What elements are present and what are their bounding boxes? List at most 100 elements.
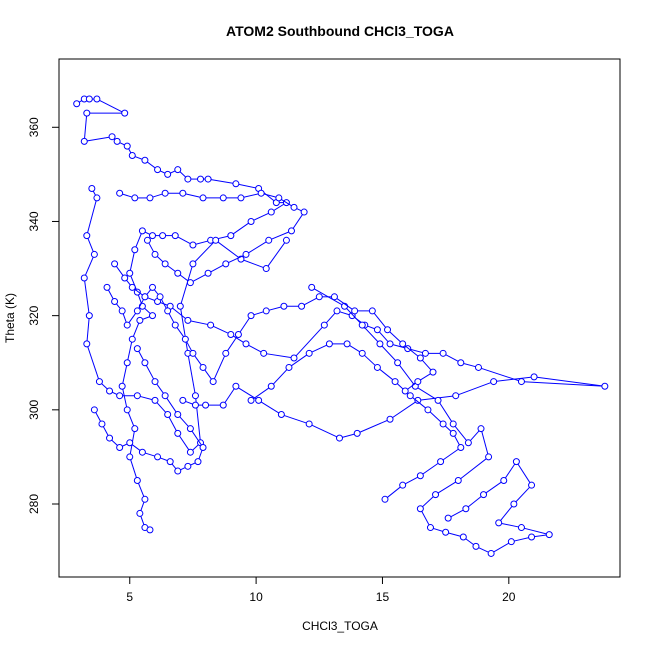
series-segment: [250, 385, 272, 401]
y-tick-label: 320: [27, 305, 41, 325]
data-point: [437, 458, 445, 466]
data-point: [123, 321, 131, 329]
data-point: [138, 227, 146, 235]
data-point: [123, 359, 131, 367]
series-segment: [121, 386, 128, 410]
data-point: [247, 312, 255, 320]
data-point: [386, 415, 394, 423]
y-tick-label: 340: [27, 211, 41, 231]
data-point: [204, 269, 212, 277]
data-point: [424, 406, 432, 414]
data-point: [351, 307, 359, 315]
data-point: [126, 439, 134, 447]
data-point: [191, 401, 199, 409]
y-tick-label: 300: [27, 399, 41, 419]
data-point: [219, 194, 227, 202]
series-segment: [308, 423, 340, 439]
data-point: [285, 363, 293, 371]
series-segment: [389, 399, 419, 420]
y-axis-label: Theta (K): [3, 293, 17, 343]
data-point: [227, 232, 235, 240]
data-point: [472, 542, 480, 550]
data-point: [73, 100, 81, 108]
data-point: [325, 340, 333, 348]
series-segment: [344, 305, 363, 326]
data-point: [123, 142, 131, 150]
series-segment: [86, 343, 100, 382]
data-point: [300, 208, 308, 216]
series-segment: [187, 319, 211, 326]
data-point: [166, 458, 174, 466]
data-point: [260, 349, 268, 357]
data-point: [464, 439, 472, 447]
data-point: [123, 406, 131, 414]
data-point: [421, 349, 429, 357]
data-point: [189, 349, 197, 357]
data-point: [80, 137, 88, 145]
series-segment: [415, 385, 439, 401]
data-point: [184, 316, 192, 324]
data-point: [186, 425, 194, 433]
data-point: [164, 170, 172, 178]
series-segment: [268, 230, 292, 241]
series-4: [308, 283, 553, 557]
data-point: [474, 363, 482, 371]
data-point: [530, 373, 538, 381]
data-point: [80, 274, 88, 282]
data-point: [358, 321, 366, 329]
data-point: [358, 349, 366, 357]
series-segment: [126, 339, 133, 363]
data-point: [457, 444, 465, 451]
series-segment: [457, 456, 489, 481]
series-segment: [513, 484, 532, 505]
data-point: [298, 302, 306, 310]
series-segment: [187, 353, 196, 396]
data-point: [202, 401, 210, 409]
series-segment: [121, 362, 128, 387]
series-segment: [521, 527, 550, 536]
series-segment: [356, 418, 391, 434]
series-segment: [167, 414, 179, 434]
data-point: [174, 411, 182, 419]
series-segment: [208, 178, 236, 185]
series-segment: [210, 324, 232, 335]
data-point: [85, 95, 93, 103]
data-point: [320, 321, 328, 329]
series-segment: [129, 249, 136, 274]
x-tick-label: 5: [126, 590, 133, 604]
series-segment: [225, 253, 247, 265]
data-point: [136, 316, 144, 324]
data-point: [93, 95, 101, 103]
series-8: [90, 345, 207, 475]
data-point: [439, 420, 447, 428]
series-segment: [179, 263, 194, 307]
data-point: [255, 396, 263, 404]
data-point: [161, 260, 169, 268]
data-point: [118, 307, 126, 315]
data-point: [384, 326, 392, 334]
data-point: [121, 109, 129, 117]
data-point: [290, 203, 298, 211]
data-point: [126, 269, 134, 277]
x-tick-label: 10: [249, 590, 263, 604]
data-point: [282, 236, 290, 244]
data-point: [207, 321, 215, 329]
data-point: [106, 387, 114, 395]
data-point: [154, 166, 162, 174]
data-point: [305, 420, 313, 428]
data-point: [141, 156, 149, 164]
data-point: [146, 194, 154, 202]
series-segment: [437, 400, 454, 425]
data-point: [449, 429, 457, 437]
series-segment: [169, 305, 189, 321]
series-segment: [465, 494, 484, 510]
data-point: [414, 378, 422, 386]
data-point: [495, 519, 503, 527]
data-point: [333, 307, 341, 315]
data-point: [257, 189, 265, 197]
data-point: [149, 283, 156, 291]
data-point: [179, 396, 187, 404]
series-segment: [288, 352, 310, 368]
data-point: [315, 293, 323, 301]
